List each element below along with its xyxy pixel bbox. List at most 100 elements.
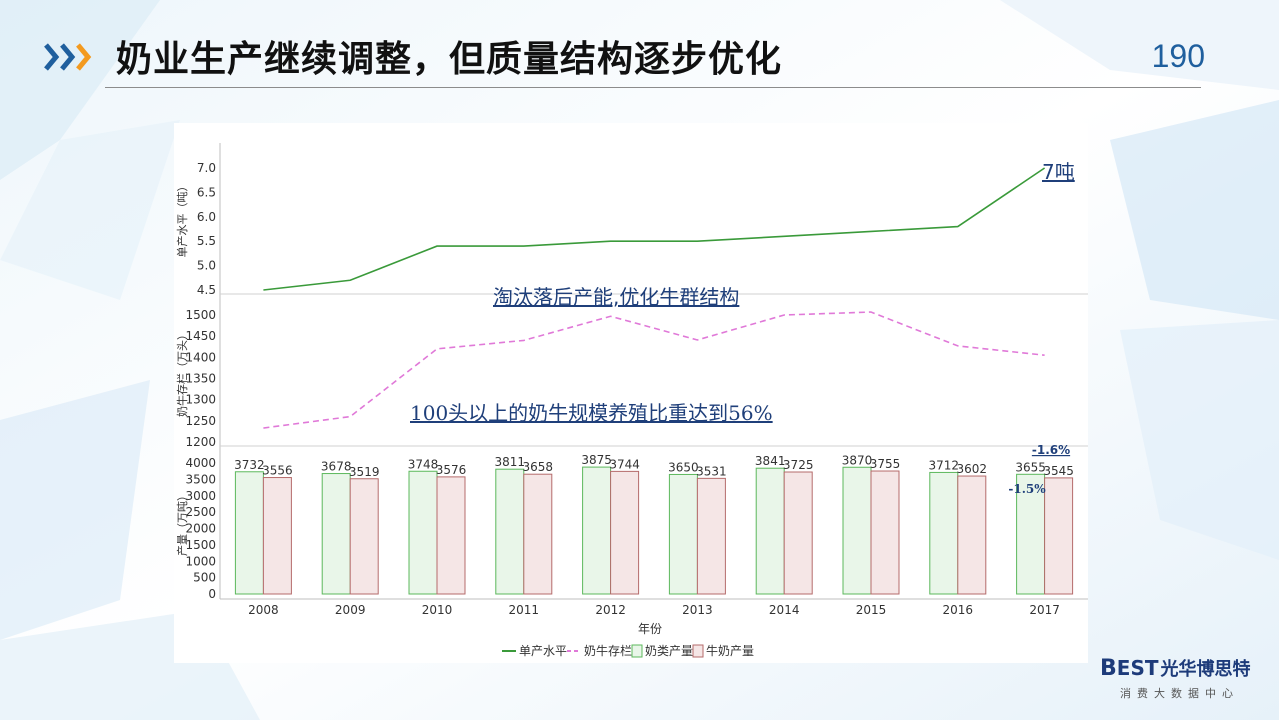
svg-text:牛奶产量: 牛奶产量 xyxy=(706,643,754,658)
bar-label-milk-2016: 3602 xyxy=(957,462,988,476)
yield-axis-label: 单产水平（吨） xyxy=(175,181,189,258)
yield-tick-label-4: 5.0 xyxy=(197,259,216,273)
bar-label-milk-2009: 3519 xyxy=(349,465,380,479)
legend-item-stock: 奶牛存栏 xyxy=(567,643,632,658)
annotation-7-ton: 7吨 xyxy=(1042,160,1075,184)
svg-text:奶类产量: 奶类产量 xyxy=(645,644,693,658)
bar-label-milk-2017: 3545 xyxy=(1043,464,1074,478)
yield-line xyxy=(263,167,1046,291)
annotation-milk-change: -1.5% xyxy=(1008,482,1046,496)
production-tick-label-8: 0 xyxy=(208,587,216,601)
bar-label-milk-2013: 3531 xyxy=(696,464,727,478)
bar-label-milk-2014: 3725 xyxy=(783,458,814,472)
bar-label-dairy-2015: 3870 xyxy=(842,453,873,467)
bar-milk-2010 xyxy=(436,476,466,595)
x-tick-2009: 2009 xyxy=(335,603,366,617)
bar-dairy-2011 xyxy=(495,468,525,595)
x-axis-ticks: 2008 2009 2010 2011 2012 2013 2014 2015 2016 2017 xyxy=(248,603,1060,617)
bar-label-dairy-2013: 3650 xyxy=(668,460,699,474)
yield-tick-label-5: 4.5 xyxy=(197,283,216,297)
yield-tick-label-3: 5.5 xyxy=(197,234,216,248)
svg-text:单产水平: 单产水平 xyxy=(519,644,567,658)
stock-tick-label-2: 1400 xyxy=(185,350,216,364)
bar-label-dairy-2017: 3655 xyxy=(1015,460,1046,474)
x-tick-2010: 2010 xyxy=(422,603,453,617)
bar-milk-2009 xyxy=(349,478,379,595)
bar-dairy-2010 xyxy=(408,470,438,595)
bar-milk-2016 xyxy=(957,475,987,595)
x-tick-2017: 2017 xyxy=(1029,603,1060,617)
production-axis-ticks: 4000 3500 3000 2500 2000 1500 1000 500 0 xyxy=(185,456,216,601)
bar-label-milk-2012: 3744 xyxy=(609,457,640,471)
legend: 单产水平 奶牛存栏 奶类产量 牛奶产量 xyxy=(502,643,754,658)
bar-milk-2017 xyxy=(1044,477,1074,595)
annotation-scale-farming: 100头以上的奶牛规模养殖比重达到56% xyxy=(410,401,773,425)
bar-dairy-2015 xyxy=(842,466,872,595)
x-tick-2012: 2012 xyxy=(595,603,626,617)
x-tick-2011: 2011 xyxy=(509,603,540,617)
logo-wordmark: BEST 光华博思特 xyxy=(1100,656,1251,681)
yield-tick-label-1: 6.5 xyxy=(197,185,216,199)
bar-label-dairy-2016: 3712 xyxy=(929,458,960,472)
bar-milk-2013 xyxy=(696,477,726,595)
combined-chart: 7.06.56.05.55.04.5 150014501400135013001… xyxy=(175,143,1088,658)
bar-label-dairy-2008: 3732 xyxy=(234,458,265,472)
bar-dairy-2014 xyxy=(755,467,785,595)
yield-axis-ticks: 7.0 6.5 6.0 5.5 5.0 4.5 xyxy=(197,161,216,297)
svg-text:奶牛存栏: 奶牛存栏 xyxy=(584,643,632,658)
x-tick-2015: 2015 xyxy=(856,603,887,617)
stock-axis-label: 奶牛存栏（万头） xyxy=(175,329,189,417)
production-tick-label-6: 1000 xyxy=(185,554,216,568)
stock-tick-label-4: 1300 xyxy=(185,393,216,407)
bar-label-milk-2011: 3658 xyxy=(523,460,554,474)
bar-label-milk-2010: 3576 xyxy=(436,463,467,477)
page-title: 奶业生产继续调整，但质量结构逐步优化 xyxy=(116,39,783,80)
bar-label-milk-2008: 3556 xyxy=(262,464,293,478)
bar-dairy-2008 xyxy=(234,471,264,595)
production-tick-label-3: 2500 xyxy=(185,505,216,519)
stock-line-series xyxy=(263,311,1045,429)
bar-dairy-2009 xyxy=(321,473,351,595)
bar-dairy-2017 xyxy=(1016,473,1046,595)
stock-tick-label-6: 1200 xyxy=(185,435,216,449)
annotation-capacity: 淘汰落后产能,优化牛群结构 xyxy=(493,285,739,309)
yield-tick-label-2: 6.0 xyxy=(197,210,216,224)
x-axis-label: 年份 xyxy=(638,622,662,636)
production-axis-label: 产量（万吨） xyxy=(175,490,189,556)
annotation-dairy-change: -1.6% xyxy=(1032,443,1070,457)
logo-tagline: 消费大数据中心 xyxy=(1120,687,1239,700)
stock-tick-label-5: 1250 xyxy=(185,414,216,428)
bar-dairy-2016 xyxy=(929,471,959,595)
stock-line xyxy=(263,311,1045,429)
stock-tick-label-3: 1350 xyxy=(185,372,216,386)
yield-line-series xyxy=(263,167,1046,291)
bar-label-dairy-2010: 3748 xyxy=(408,457,439,471)
bar-label-dairy-2009: 3678 xyxy=(321,460,352,474)
bar-label-dairy-2012: 3875 xyxy=(581,453,612,467)
production-tick-label-4: 2000 xyxy=(185,522,216,536)
legend-item-dairy: 奶类产量 xyxy=(631,644,693,658)
x-tick-2016: 2016 xyxy=(943,603,974,617)
chart-container: 7.0 6.5 6.0 5.5 5.0 4.5 1500 1450 1400 1350 1300 1… xyxy=(174,123,1088,663)
bar-milk-2012 xyxy=(610,470,640,595)
legend-item-yield: 单产水平 xyxy=(502,644,567,658)
x-tick-2014: 2014 xyxy=(769,603,800,617)
header-chevron-icon xyxy=(44,43,92,71)
x-tick-2008: 2008 xyxy=(248,603,279,617)
legend-item-milk: 牛奶产量 xyxy=(692,643,754,658)
x-tick-2013: 2013 xyxy=(682,603,713,617)
bar-dairy-2012 xyxy=(582,466,612,595)
bar-label-dairy-2011: 3811 xyxy=(495,455,526,469)
production-tick-label-2: 3000 xyxy=(185,489,216,503)
production-tick-label-5: 1500 xyxy=(185,538,216,552)
production-tick-label-1: 3500 xyxy=(185,472,216,486)
stock-axis-ticks: 1500 1450 1400 1350 1300 1250 1200 xyxy=(185,308,216,449)
bar-milk-2008 xyxy=(262,477,292,595)
bar-milk-2014 xyxy=(783,471,813,595)
yield-tick-label-0: 7.0 xyxy=(197,161,216,175)
bar-milk-2015 xyxy=(870,470,900,595)
production-bars xyxy=(234,466,1074,595)
header-divider xyxy=(105,87,1201,88)
bar-label-milk-2015: 3755 xyxy=(870,457,901,471)
